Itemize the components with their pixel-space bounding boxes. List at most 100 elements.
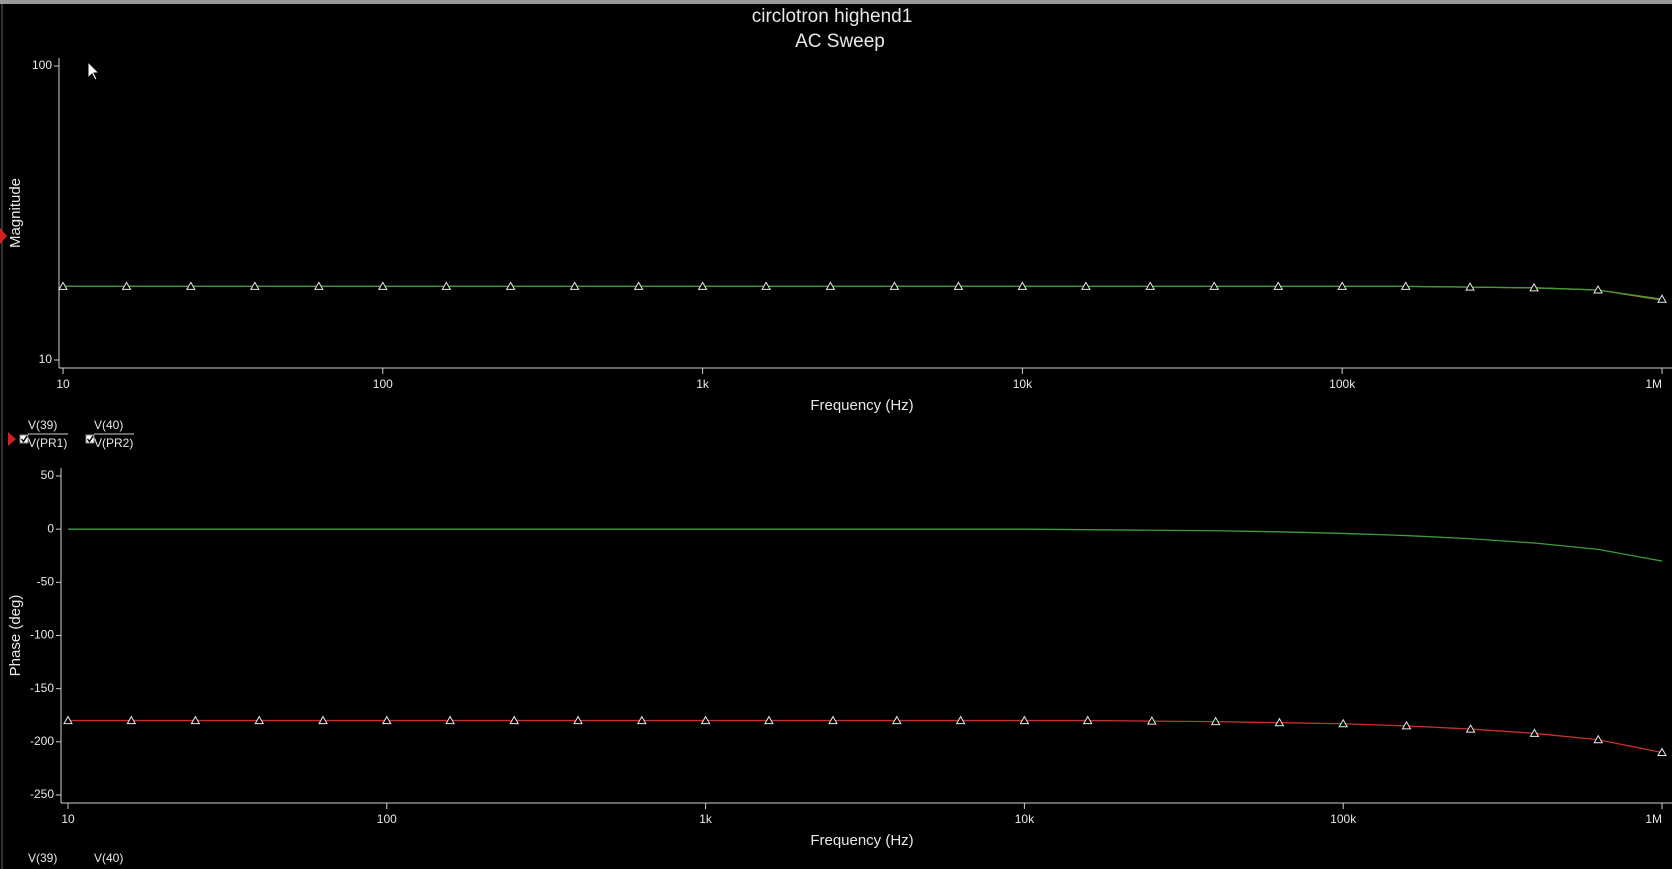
trace-marker	[1210, 716, 1221, 726]
plot-title: circlotron highend1	[752, 6, 913, 27]
trace-marker	[1019, 715, 1030, 725]
trace-marker	[889, 281, 900, 290]
trace-marker	[569, 281, 580, 290]
trace-marker	[58, 281, 68, 290]
trace-marker	[190, 715, 201, 725]
trace-marker	[1593, 734, 1604, 744]
trace-marker	[1400, 281, 1411, 290]
trace-marker	[63, 715, 73, 725]
top-toolbar-edge	[0, 0, 1672, 4]
trace	[68, 528, 1663, 562]
trace-marker	[764, 715, 774, 725]
trace-marker	[1529, 728, 1540, 737]
trace-marker	[509, 715, 520, 725]
trace-marker	[121, 281, 132, 290]
trace-marker	[381, 715, 392, 725]
x-tick-label: 1k	[699, 812, 713, 826]
trace-marker	[761, 281, 771, 290]
legend-entry: V(40) V(PR2)	[85, 418, 134, 450]
trace-marker	[249, 281, 260, 290]
trace-marker	[441, 281, 452, 290]
plot-subtitle: AC Sweep	[795, 31, 885, 52]
trace-marker	[1529, 282, 1539, 292]
trace-marker	[697, 281, 708, 290]
trace-marker	[313, 281, 324, 290]
x-tick-label: 100	[373, 377, 393, 391]
trace-marker	[573, 715, 583, 725]
x-tick-label: 100	[377, 812, 397, 826]
x-tick-label: 100k	[1330, 812, 1357, 826]
legend-label: V(PR2)	[94, 436, 133, 450]
trace-marker	[505, 281, 516, 290]
legend-label: V(40)	[94, 418, 123, 432]
y-tick-label: -200	[30, 734, 54, 748]
y-tick-label: 0	[47, 521, 54, 535]
x-tick-label: 1k	[696, 377, 710, 391]
y-tick-label: 10	[39, 352, 53, 366]
trace-marker	[828, 715, 838, 725]
selected-trace-arrow	[0, 228, 7, 244]
trace-marker	[1465, 282, 1475, 291]
trace-marker	[1338, 718, 1349, 728]
x-axis-title: Frequency (Hz)	[810, 397, 913, 414]
x-axis-title: Frequency (Hz)	[810, 832, 913, 849]
trace-marker	[1657, 747, 1667, 756]
legend-checkbox	[19, 434, 29, 444]
x-tick-label: 1M	[1645, 812, 1662, 826]
trace-marker	[377, 281, 388, 290]
x-tick-label: 100k	[1329, 377, 1356, 391]
trace-marker	[700, 715, 711, 725]
trace-marker	[1017, 281, 1028, 290]
trace-marker	[891, 715, 902, 725]
trace-marker	[126, 715, 137, 725]
y-tick-label: 100	[32, 58, 52, 72]
mouse-cursor	[87, 60, 101, 81]
trace-marker	[318, 715, 328, 725]
trace-marker	[1337, 281, 1348, 290]
x-tick-label: 10k	[1013, 377, 1033, 391]
y-tick-label: -150	[30, 681, 54, 695]
legend-label: V(PR1)	[28, 436, 67, 450]
trace-marker	[1082, 715, 1093, 725]
x-tick-label: 10	[61, 812, 75, 826]
legend-check	[20, 435, 28, 443]
trace-marker	[1145, 281, 1156, 290]
trace	[63, 285, 1663, 300]
trace-marker	[953, 281, 964, 290]
footer-legend-label: V(39)	[28, 851, 57, 865]
trace-marker	[1146, 716, 1157, 725]
trace-marker	[1209, 281, 1220, 290]
selected-trace-arrow	[8, 432, 16, 446]
trace-marker	[445, 715, 455, 725]
trace-marker	[633, 281, 644, 290]
legend-label: V(39)	[28, 418, 57, 432]
y-tick-label: -50	[37, 575, 55, 589]
trace-marker	[1657, 294, 1667, 303]
trace-marker	[1593, 285, 1603, 294]
trace-marker	[185, 281, 196, 290]
x-tick-label: 10	[56, 377, 70, 391]
y-tick-label: -100	[30, 628, 54, 642]
x-tick-label: 10k	[1015, 812, 1035, 826]
legend-entry: V(39) V(PR1)	[19, 418, 68, 450]
trace-marker	[1081, 281, 1091, 290]
y-axis-title: Phase (deg)	[7, 595, 24, 677]
trace-marker	[1273, 281, 1284, 290]
trace-marker	[1401, 720, 1412, 730]
legend-check	[86, 435, 94, 443]
trace-marker	[825, 281, 836, 290]
y-tick-label: -250	[30, 787, 54, 801]
trace-marker	[254, 715, 265, 725]
trace-marker	[1274, 717, 1285, 727]
trace-marker	[636, 715, 647, 725]
footer-legend-label: V(40)	[94, 851, 123, 865]
x-tick-label: 1M	[1645, 377, 1662, 391]
y-axis-title: Magnitude	[7, 178, 24, 248]
trace	[68, 719, 1663, 754]
trace-marker	[955, 715, 966, 725]
trace-marker	[1465, 724, 1476, 733]
legend-checkbox	[85, 434, 95, 444]
